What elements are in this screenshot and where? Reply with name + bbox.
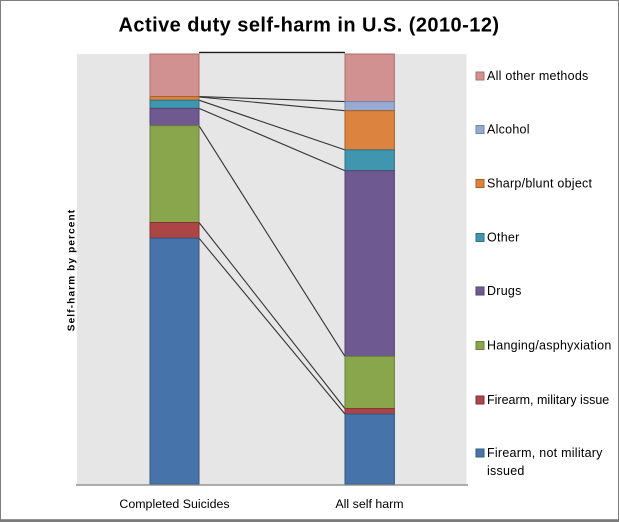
svg-text:Firearm, not military: Firearm, not military: [487, 446, 603, 460]
svg-text:Drugs: Drugs: [487, 284, 522, 298]
svg-text:Completed Suicides: Completed Suicides: [119, 497, 229, 511]
svg-text:All other methods: All other methods: [487, 69, 589, 83]
svg-text:Alcohol: Alcohol: [487, 123, 530, 137]
svg-text:All self harm: All self harm: [335, 497, 403, 511]
svg-text:Firearm, military issue: Firearm, military issue: [487, 393, 609, 407]
svg-text:Hanging/asphyxiation: Hanging/asphyxiation: [487, 339, 612, 353]
svg-text:Self-harm by percent: Self-harm by percent: [67, 209, 78, 331]
svg-text:issued: issued: [487, 464, 525, 478]
svg-text:Sharp/blunt object: Sharp/blunt object: [487, 177, 593, 191]
svg-text:Other: Other: [487, 231, 520, 245]
svg-text:Active duty self-harm in U.S.: Active duty self-harm in U.S. (2010-12): [119, 15, 500, 37]
